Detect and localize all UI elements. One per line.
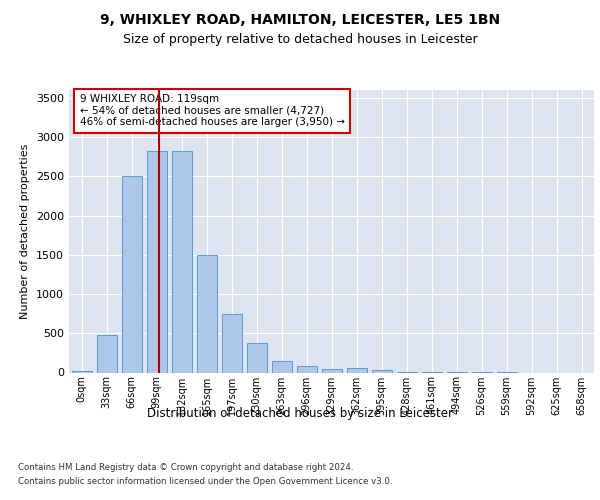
Bar bbox=[97, 335, 116, 372]
Bar bbox=[221, 314, 241, 372]
Bar bbox=[146, 151, 167, 372]
Bar bbox=[121, 176, 142, 372]
Bar bbox=[296, 366, 317, 372]
Bar bbox=[347, 368, 367, 372]
Bar bbox=[197, 255, 217, 372]
Bar bbox=[271, 361, 292, 372]
Bar bbox=[172, 151, 191, 372]
Text: 9 WHIXLEY ROAD: 119sqm
← 54% of detached houses are smaller (4,727)
46% of semi-: 9 WHIXLEY ROAD: 119sqm ← 54% of detached… bbox=[79, 94, 344, 128]
Bar bbox=[371, 370, 392, 372]
Text: Size of property relative to detached houses in Leicester: Size of property relative to detached ho… bbox=[122, 32, 478, 46]
Text: Contains public sector information licensed under the Open Government Licence v3: Contains public sector information licen… bbox=[18, 478, 392, 486]
Bar bbox=[322, 369, 341, 372]
Text: Distribution of detached houses by size in Leicester: Distribution of detached houses by size … bbox=[147, 408, 453, 420]
Bar bbox=[71, 370, 91, 372]
Y-axis label: Number of detached properties: Number of detached properties bbox=[20, 144, 31, 319]
Text: Contains HM Land Registry data © Crown copyright and database right 2024.: Contains HM Land Registry data © Crown c… bbox=[18, 462, 353, 471]
Text: 9, WHIXLEY ROAD, HAMILTON, LEICESTER, LE5 1BN: 9, WHIXLEY ROAD, HAMILTON, LEICESTER, LE… bbox=[100, 12, 500, 26]
Bar bbox=[247, 342, 266, 372]
